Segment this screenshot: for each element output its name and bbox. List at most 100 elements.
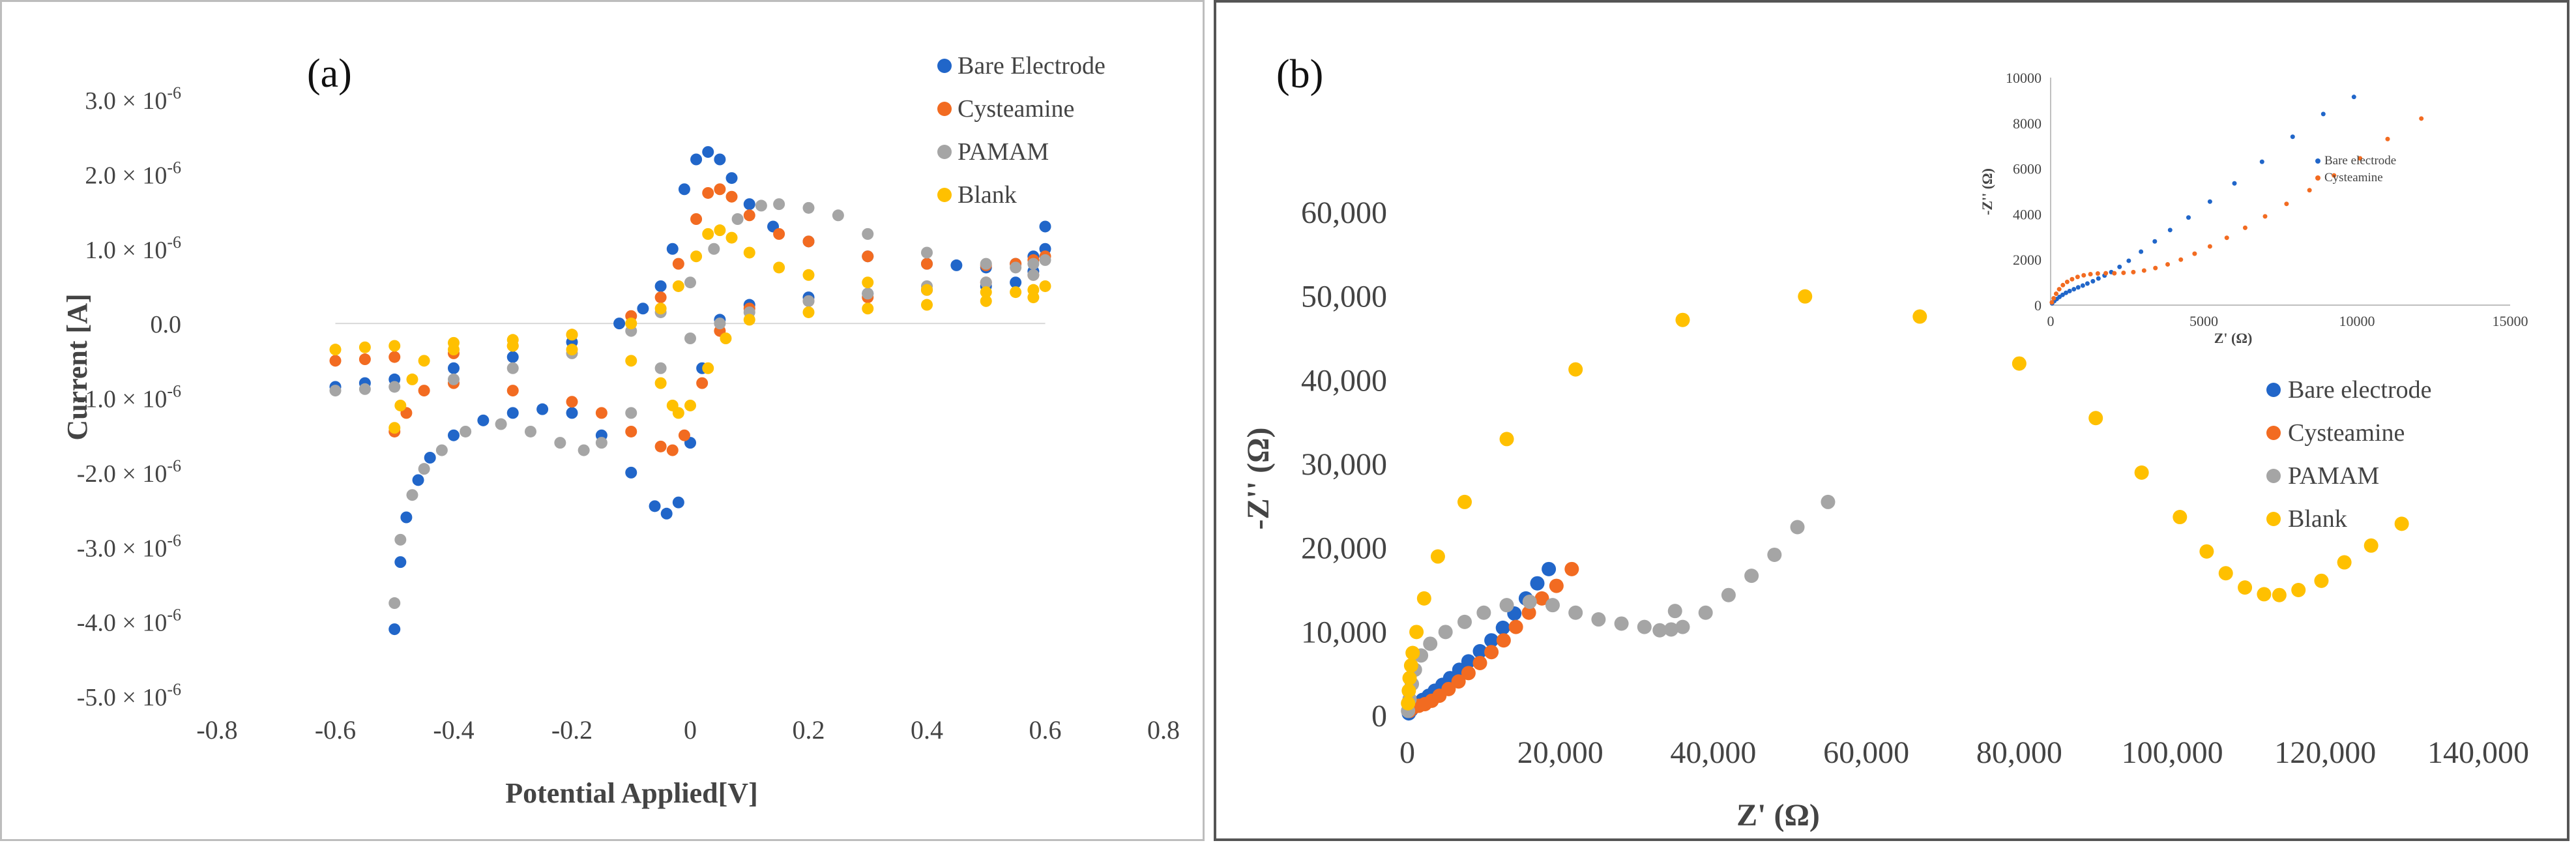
data-point — [506, 351, 519, 363]
data-point — [684, 276, 696, 289]
data-point — [773, 228, 785, 240]
y-tick-exponent: -6 — [167, 233, 181, 252]
y-tick-times: × 10 — [116, 460, 167, 488]
data-point — [1402, 671, 1417, 686]
data-point — [1039, 220, 1051, 233]
data-point — [2419, 116, 2424, 121]
data-point — [1530, 576, 1545, 591]
data-point — [743, 198, 755, 211]
data-point — [2192, 251, 2197, 256]
data-point — [2126, 258, 2131, 263]
data-point — [2117, 264, 2122, 269]
legend-label: Bare electrode — [2288, 376, 2431, 404]
y-tick-label: 3.0 × 10-6 — [85, 83, 181, 115]
data-point — [1461, 666, 1476, 681]
data-point — [2070, 276, 2075, 282]
data-point — [2121, 270, 2126, 275]
x-tick-label: 0.4 — [911, 715, 943, 745]
y-tick-label: 50,000 — [1301, 280, 1387, 314]
data-point — [2139, 249, 2144, 254]
y-tick-exponent: -6 — [167, 83, 181, 102]
inset-legend-marker — [2315, 175, 2320, 181]
y-tick-exponent: -6 — [167, 456, 181, 475]
x-tick-label: -0.8 — [196, 715, 237, 745]
legend-marker — [2266, 383, 2281, 397]
data-point — [2290, 134, 2295, 140]
data-point — [1495, 620, 1510, 635]
legend-label: Cysteamine — [2288, 419, 2405, 447]
data-point — [666, 243, 679, 255]
x-tick-label: 0 — [1399, 735, 1415, 770]
data-point — [1496, 633, 1511, 648]
y-tick-label: -1.0 × 10-6 — [77, 382, 181, 413]
data-point — [1721, 587, 1736, 602]
data-point — [2337, 555, 2352, 570]
data-point — [678, 183, 690, 196]
data-point — [1675, 312, 1690, 327]
data-point — [690, 153, 703, 166]
data-point — [418, 463, 430, 475]
y-tick-mantissa: -1.0 — [77, 386, 116, 413]
data-point — [731, 213, 744, 225]
data-point — [1416, 591, 1431, 606]
data-point — [672, 407, 684, 419]
x-tick-label: 0.8 — [1147, 715, 1180, 745]
data-point — [637, 303, 649, 315]
data-point — [1039, 254, 1051, 266]
data-point — [448, 362, 460, 374]
legend-label: Blank — [2288, 505, 2347, 533]
data-point — [2351, 95, 2356, 100]
data-point — [1499, 598, 1514, 613]
data-point — [1534, 591, 1549, 606]
data-point — [506, 362, 519, 374]
data-point — [2075, 274, 2080, 280]
x-tick-label: -0.6 — [315, 715, 356, 745]
legend-marker — [2266, 426, 2281, 440]
data-point — [2385, 136, 2390, 141]
data-point — [921, 258, 933, 270]
legend-marker — [937, 59, 952, 73]
x-tick-label: 60,000 — [1823, 735, 1909, 770]
y-tick-exponent: -6 — [167, 382, 181, 401]
data-point — [2053, 291, 2058, 297]
y-tick-exponent: -6 — [167, 158, 181, 177]
data-point — [388, 340, 401, 352]
x-tick-label: 0 — [684, 715, 697, 745]
data-point — [2075, 285, 2081, 290]
data-point — [714, 153, 726, 166]
legend-marker — [937, 145, 952, 159]
panel-b-nyquist-plot: (b) 0 20,000 40,000 60,000 80,000 100,000 120,… — [1214, 0, 2569, 841]
data-point — [2080, 283, 2085, 288]
inset-legend-label: Bare electrode — [2324, 154, 2396, 168]
data-point — [329, 355, 342, 367]
data-point — [980, 286, 992, 299]
data-point — [2332, 173, 2337, 178]
y-tick-label: -3.0 × 10-6 — [77, 531, 181, 562]
data-point — [921, 246, 933, 259]
y-tick-mantissa: -4.0 — [77, 610, 116, 637]
data-point — [678, 429, 690, 441]
data-point — [725, 172, 738, 185]
data-point — [743, 246, 755, 259]
data-point — [1457, 494, 1472, 509]
data-point — [1438, 625, 1453, 640]
data-point — [802, 269, 815, 281]
data-point — [1522, 595, 1537, 610]
y-tick-times: × 10 — [116, 87, 167, 115]
x-tick-label: -0.4 — [433, 715, 474, 745]
y-tick-label: 0 — [1371, 699, 1387, 733]
y-axis-title: -Z'' (Ω) — [1241, 427, 1276, 529]
data-point — [2358, 156, 2363, 161]
data-point — [595, 437, 607, 449]
data-point — [2152, 239, 2158, 244]
legend-marker — [2266, 469, 2281, 483]
data-point — [1039, 280, 1051, 292]
y-tick-exponent: -6 — [167, 606, 181, 625]
y-tick-label: 60,000 — [1301, 196, 1387, 230]
data-point — [2173, 510, 2188, 525]
data-point — [388, 351, 401, 363]
data-point — [2167, 228, 2173, 233]
data-point — [1652, 623, 1667, 638]
data-point — [359, 383, 371, 395]
inset-y-tick-label: 8000 — [2013, 115, 2042, 132]
